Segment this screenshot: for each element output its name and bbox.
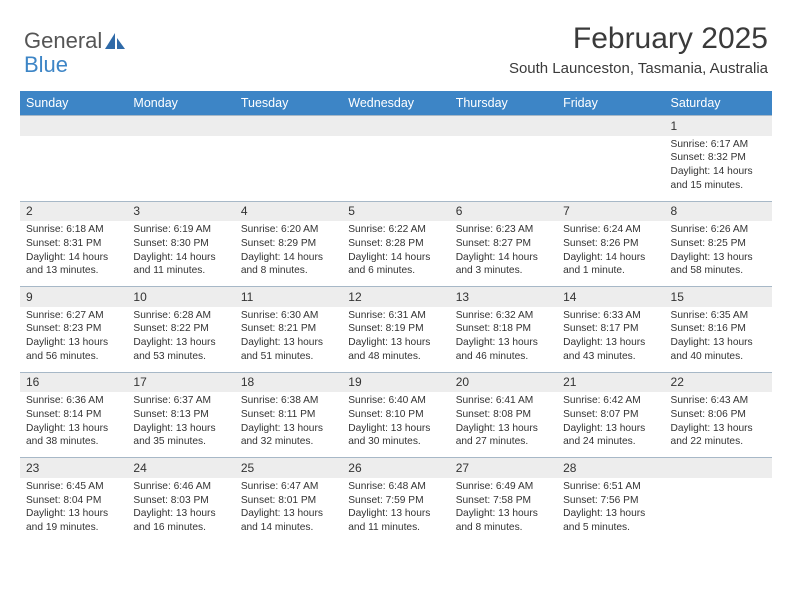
date-cell: Sunrise: 6:22 AMSunset: 8:28 PMDaylight:… [342, 221, 449, 287]
date-number: 23 [20, 458, 127, 478]
day-header-row: Sunday Monday Tuesday Wednesday Thursday… [20, 91, 772, 116]
date-cell: Sunrise: 6:48 AMSunset: 7:59 PMDaylight:… [342, 478, 449, 543]
date-cell: Sunrise: 6:46 AMSunset: 8:03 PMDaylight:… [127, 478, 234, 543]
date-number: 18 [235, 372, 342, 392]
date-number [557, 116, 664, 136]
logo: General [24, 22, 126, 54]
date-cell: Sunrise: 6:45 AMSunset: 8:04 PMDaylight:… [20, 478, 127, 543]
date-cell: Sunrise: 6:47 AMSunset: 8:01 PMDaylight:… [235, 478, 342, 543]
date-number-row: 1 [20, 116, 772, 136]
date-number [235, 116, 342, 136]
date-cell [235, 136, 342, 202]
date-cell: Sunrise: 6:23 AMSunset: 8:27 PMDaylight:… [450, 221, 557, 287]
date-cell: Sunrise: 6:37 AMSunset: 8:13 PMDaylight:… [127, 392, 234, 458]
date-number: 13 [450, 287, 557, 307]
date-number: 8 [665, 201, 772, 221]
date-number: 20 [450, 372, 557, 392]
date-number: 9 [20, 287, 127, 307]
dayhead-fri: Friday [557, 91, 664, 116]
date-cell: Sunrise: 6:43 AMSunset: 8:06 PMDaylight:… [665, 392, 772, 458]
date-number: 25 [235, 458, 342, 478]
date-number: 4 [235, 201, 342, 221]
date-data-row: Sunrise: 6:36 AMSunset: 8:14 PMDaylight:… [20, 392, 772, 458]
date-number: 19 [342, 372, 449, 392]
date-number: 24 [127, 458, 234, 478]
date-cell: Sunrise: 6:33 AMSunset: 8:17 PMDaylight:… [557, 307, 664, 373]
date-data-row: Sunrise: 6:17 AMSunset: 8:32 PMDaylight:… [20, 136, 772, 202]
date-number-row: 232425262728 [20, 458, 772, 478]
dayhead-mon: Monday [127, 91, 234, 116]
date-cell: Sunrise: 6:19 AMSunset: 8:30 PMDaylight:… [127, 221, 234, 287]
date-number: 6 [450, 201, 557, 221]
date-cell [342, 136, 449, 202]
date-cell: Sunrise: 6:30 AMSunset: 8:21 PMDaylight:… [235, 307, 342, 373]
date-number: 17 [127, 372, 234, 392]
title-block: February 2025 South Launceston, Tasmania… [509, 22, 768, 77]
date-number-row: 16171819202122 [20, 372, 772, 392]
date-number [450, 116, 557, 136]
date-number: 22 [665, 372, 772, 392]
date-cell: Sunrise: 6:26 AMSunset: 8:25 PMDaylight:… [665, 221, 772, 287]
date-number: 15 [665, 287, 772, 307]
location: South Launceston, Tasmania, Australia [509, 60, 768, 77]
dayhead-tue: Tuesday [235, 91, 342, 116]
date-number [20, 116, 127, 136]
date-cell: Sunrise: 6:42 AMSunset: 8:07 PMDaylight:… [557, 392, 664, 458]
logo-text-a: General [24, 28, 102, 54]
logo-text-b: Blue [24, 52, 68, 78]
date-cell [20, 136, 127, 202]
date-number: 7 [557, 201, 664, 221]
dayhead-sun: Sunday [20, 91, 127, 116]
date-number: 27 [450, 458, 557, 478]
date-number: 2 [20, 201, 127, 221]
date-cell: Sunrise: 6:31 AMSunset: 8:19 PMDaylight:… [342, 307, 449, 373]
date-number: 10 [127, 287, 234, 307]
date-cell: Sunrise: 6:32 AMSunset: 8:18 PMDaylight:… [450, 307, 557, 373]
date-cell: Sunrise: 6:38 AMSunset: 8:11 PMDaylight:… [235, 392, 342, 458]
date-number-row: 9101112131415 [20, 287, 772, 307]
date-data-row: Sunrise: 6:45 AMSunset: 8:04 PMDaylight:… [20, 478, 772, 543]
date-cell: Sunrise: 6:28 AMSunset: 8:22 PMDaylight:… [127, 307, 234, 373]
dayhead-thu: Thursday [450, 91, 557, 116]
date-cell: Sunrise: 6:36 AMSunset: 8:14 PMDaylight:… [20, 392, 127, 458]
date-number: 16 [20, 372, 127, 392]
header: General February 2025 South Launceston, … [0, 0, 792, 83]
date-cell: Sunrise: 6:49 AMSunset: 7:58 PMDaylight:… [450, 478, 557, 543]
calendar-table: Sunday Monday Tuesday Wednesday Thursday… [20, 91, 772, 543]
date-number-row: 2345678 [20, 201, 772, 221]
date-data-row: Sunrise: 6:27 AMSunset: 8:23 PMDaylight:… [20, 307, 772, 373]
date-cell: Sunrise: 6:24 AMSunset: 8:26 PMDaylight:… [557, 221, 664, 287]
date-number: 28 [557, 458, 664, 478]
date-number [127, 116, 234, 136]
logo-sail-icon [104, 32, 126, 50]
date-cell [665, 478, 772, 543]
date-cell: Sunrise: 6:40 AMSunset: 8:10 PMDaylight:… [342, 392, 449, 458]
calendar-body: 1Sunrise: 6:17 AMSunset: 8:32 PMDaylight… [20, 116, 772, 543]
date-cell [127, 136, 234, 202]
date-cell [450, 136, 557, 202]
dayhead-sat: Saturday [665, 91, 772, 116]
dayhead-wed: Wednesday [342, 91, 449, 116]
date-data-row: Sunrise: 6:18 AMSunset: 8:31 PMDaylight:… [20, 221, 772, 287]
date-cell: Sunrise: 6:35 AMSunset: 8:16 PMDaylight:… [665, 307, 772, 373]
date-number: 5 [342, 201, 449, 221]
date-cell: Sunrise: 6:51 AMSunset: 7:56 PMDaylight:… [557, 478, 664, 543]
date-cell [557, 136, 664, 202]
date-number [665, 458, 772, 478]
date-number: 26 [342, 458, 449, 478]
date-number: 12 [342, 287, 449, 307]
date-number: 3 [127, 201, 234, 221]
date-number: 21 [557, 372, 664, 392]
date-cell: Sunrise: 6:20 AMSunset: 8:29 PMDaylight:… [235, 221, 342, 287]
date-cell: Sunrise: 6:18 AMSunset: 8:31 PMDaylight:… [20, 221, 127, 287]
date-number: 1 [665, 116, 772, 136]
date-number: 14 [557, 287, 664, 307]
date-cell: Sunrise: 6:17 AMSunset: 8:32 PMDaylight:… [665, 136, 772, 202]
month-title: February 2025 [509, 22, 768, 56]
date-number: 11 [235, 287, 342, 307]
date-cell: Sunrise: 6:41 AMSunset: 8:08 PMDaylight:… [450, 392, 557, 458]
date-number [342, 116, 449, 136]
date-cell: Sunrise: 6:27 AMSunset: 8:23 PMDaylight:… [20, 307, 127, 373]
